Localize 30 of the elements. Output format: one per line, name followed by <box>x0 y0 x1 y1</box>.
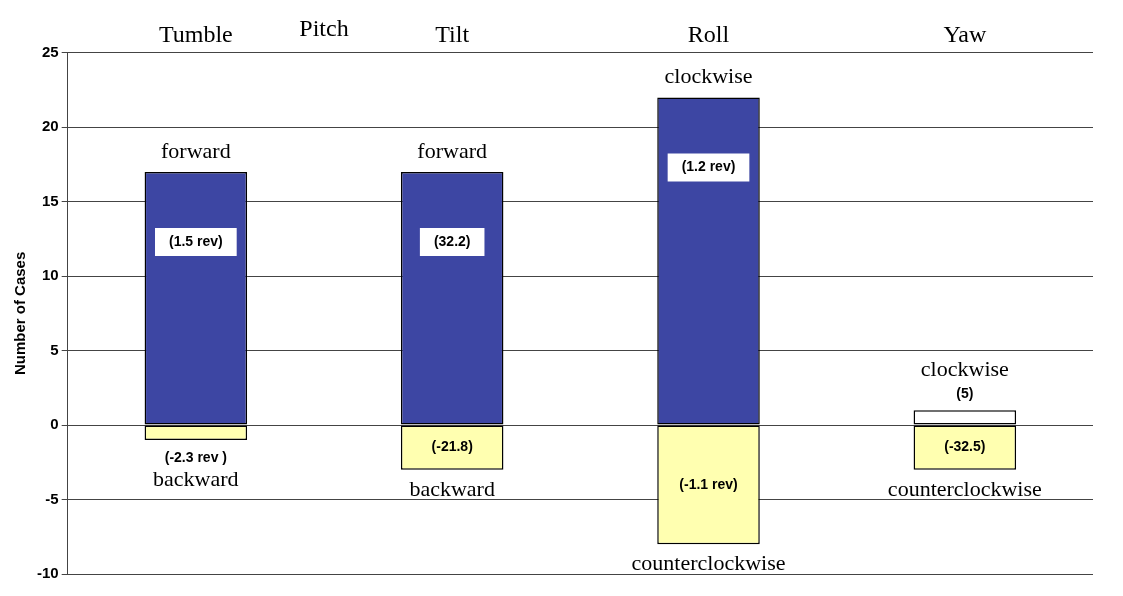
annotation: clockwise <box>920 355 1009 381</box>
y-tick-label: 0 <box>50 415 59 433</box>
x-tick-label: Tilt <box>435 20 470 47</box>
annotation: (-1.1 rev) <box>679 475 738 492</box>
annotation: (-2.3 rev ) <box>164 448 227 465</box>
annotation: backward <box>153 465 239 491</box>
annotation: (32.2) <box>433 232 471 249</box>
annotation: forward <box>417 137 487 163</box>
y-tick-label: -5 <box>45 489 59 507</box>
y-tick-label: 10 <box>41 266 59 284</box>
y-tick-label: 25 <box>41 42 59 60</box>
x-tick-label: Roll <box>687 20 730 47</box>
text: Pitch <box>299 15 349 42</box>
annotation: (-32.5) <box>944 438 986 455</box>
annotation: counterclockwise <box>631 550 786 575</box>
annotation: forward <box>161 137 231 163</box>
x-tick-label: Tumble <box>158 20 233 47</box>
y-tick-label: 15 <box>41 191 59 209</box>
annotation: (1.5 rev) <box>168 232 223 249</box>
annotation: (1.2 rev) <box>681 158 736 175</box>
y-axis-title: Number of Cases <box>11 251 29 376</box>
annotation: clockwise <box>664 63 753 89</box>
annotation: (-21.8) <box>431 438 473 455</box>
annotation: backward <box>409 475 495 501</box>
y-tick-label: -10 <box>36 564 59 582</box>
x-tick-label: Yaw <box>943 20 987 47</box>
annotation: (5) <box>956 385 974 402</box>
y-tick-label: 5 <box>50 340 59 358</box>
y-tick-label: 20 <box>41 117 59 135</box>
annotation: counterclockwise <box>887 475 1042 501</box>
